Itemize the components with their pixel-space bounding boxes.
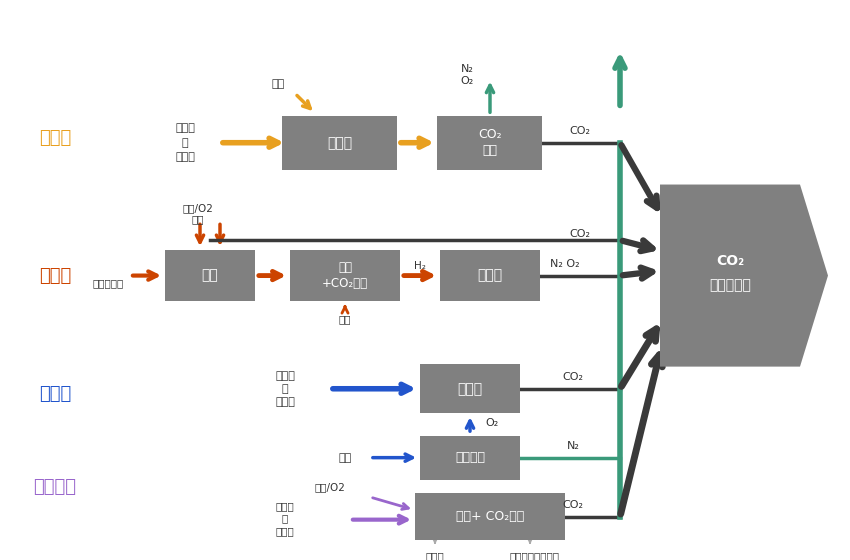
Text: 空气: 空气 [338, 452, 352, 463]
Text: O₂: O₂ [485, 418, 498, 428]
Text: 处理+ CO₂分离: 处理+ CO₂分离 [456, 510, 524, 523]
Text: 煤: 煤 [281, 384, 288, 394]
Text: 空气/O2: 空气/O2 [314, 482, 345, 492]
Text: 气化: 气化 [201, 269, 218, 283]
FancyBboxPatch shape [438, 116, 542, 170]
Text: N₂: N₂ [567, 441, 580, 451]
Text: 空气分离: 空气分离 [455, 451, 485, 464]
Text: 压缩和脱水: 压缩和脱水 [709, 278, 751, 292]
Text: 空气: 空气 [271, 78, 285, 88]
FancyBboxPatch shape [440, 250, 540, 301]
Text: N₂: N₂ [461, 64, 473, 74]
Text: CO₂: CO₂ [570, 229, 591, 239]
Text: 天然气、氢、钢铁: 天然气、氢、钢铁 [510, 551, 560, 560]
FancyBboxPatch shape [420, 436, 520, 480]
Text: 原材料: 原材料 [426, 551, 445, 560]
Text: 电和热: 电和热 [327, 136, 353, 150]
Text: 天然气: 天然气 [175, 123, 195, 133]
Text: 水汽: 水汽 [192, 214, 204, 225]
Text: CO₂: CO₂ [570, 126, 591, 136]
Text: O₂: O₂ [461, 76, 473, 86]
Text: 工业过程: 工业过程 [33, 478, 76, 496]
Text: 生物质: 生物质 [175, 152, 195, 162]
Text: 煤: 煤 [282, 514, 288, 524]
FancyBboxPatch shape [282, 116, 398, 170]
Text: 电和热: 电和热 [457, 382, 483, 396]
Text: 天然气: 天然气 [275, 501, 294, 511]
Text: H₂: H₂ [414, 261, 426, 270]
Text: N₂ O₂: N₂ O₂ [550, 259, 580, 269]
FancyBboxPatch shape [415, 493, 565, 540]
FancyBboxPatch shape [290, 250, 400, 301]
Text: CO₂: CO₂ [563, 500, 583, 510]
FancyBboxPatch shape [165, 250, 255, 301]
Polygon shape [660, 185, 828, 367]
Text: 生物质: 生物质 [275, 526, 294, 536]
Text: 重组
+CO₂分离: 重组 +CO₂分离 [322, 261, 368, 290]
Text: 燃烧前: 燃烧前 [39, 267, 71, 284]
Text: 空气/O2: 空气/O2 [183, 204, 213, 214]
Text: 煤: 煤 [182, 138, 189, 148]
Text: 天然气，油: 天然气，油 [93, 278, 123, 288]
Text: 天然气: 天然气 [275, 371, 295, 381]
Text: 空气: 空气 [339, 314, 351, 324]
Text: CO₂: CO₂ [563, 372, 583, 382]
Text: CO₂
分离: CO₂ 分离 [479, 128, 502, 157]
Text: 生物质: 生物质 [275, 396, 295, 407]
Text: 氧燃料: 氧燃料 [39, 385, 71, 403]
Text: 电和热: 电和热 [478, 269, 502, 283]
Text: CO₂: CO₂ [716, 254, 744, 268]
Text: 燃烧后: 燃烧后 [39, 129, 71, 147]
FancyBboxPatch shape [420, 364, 520, 413]
